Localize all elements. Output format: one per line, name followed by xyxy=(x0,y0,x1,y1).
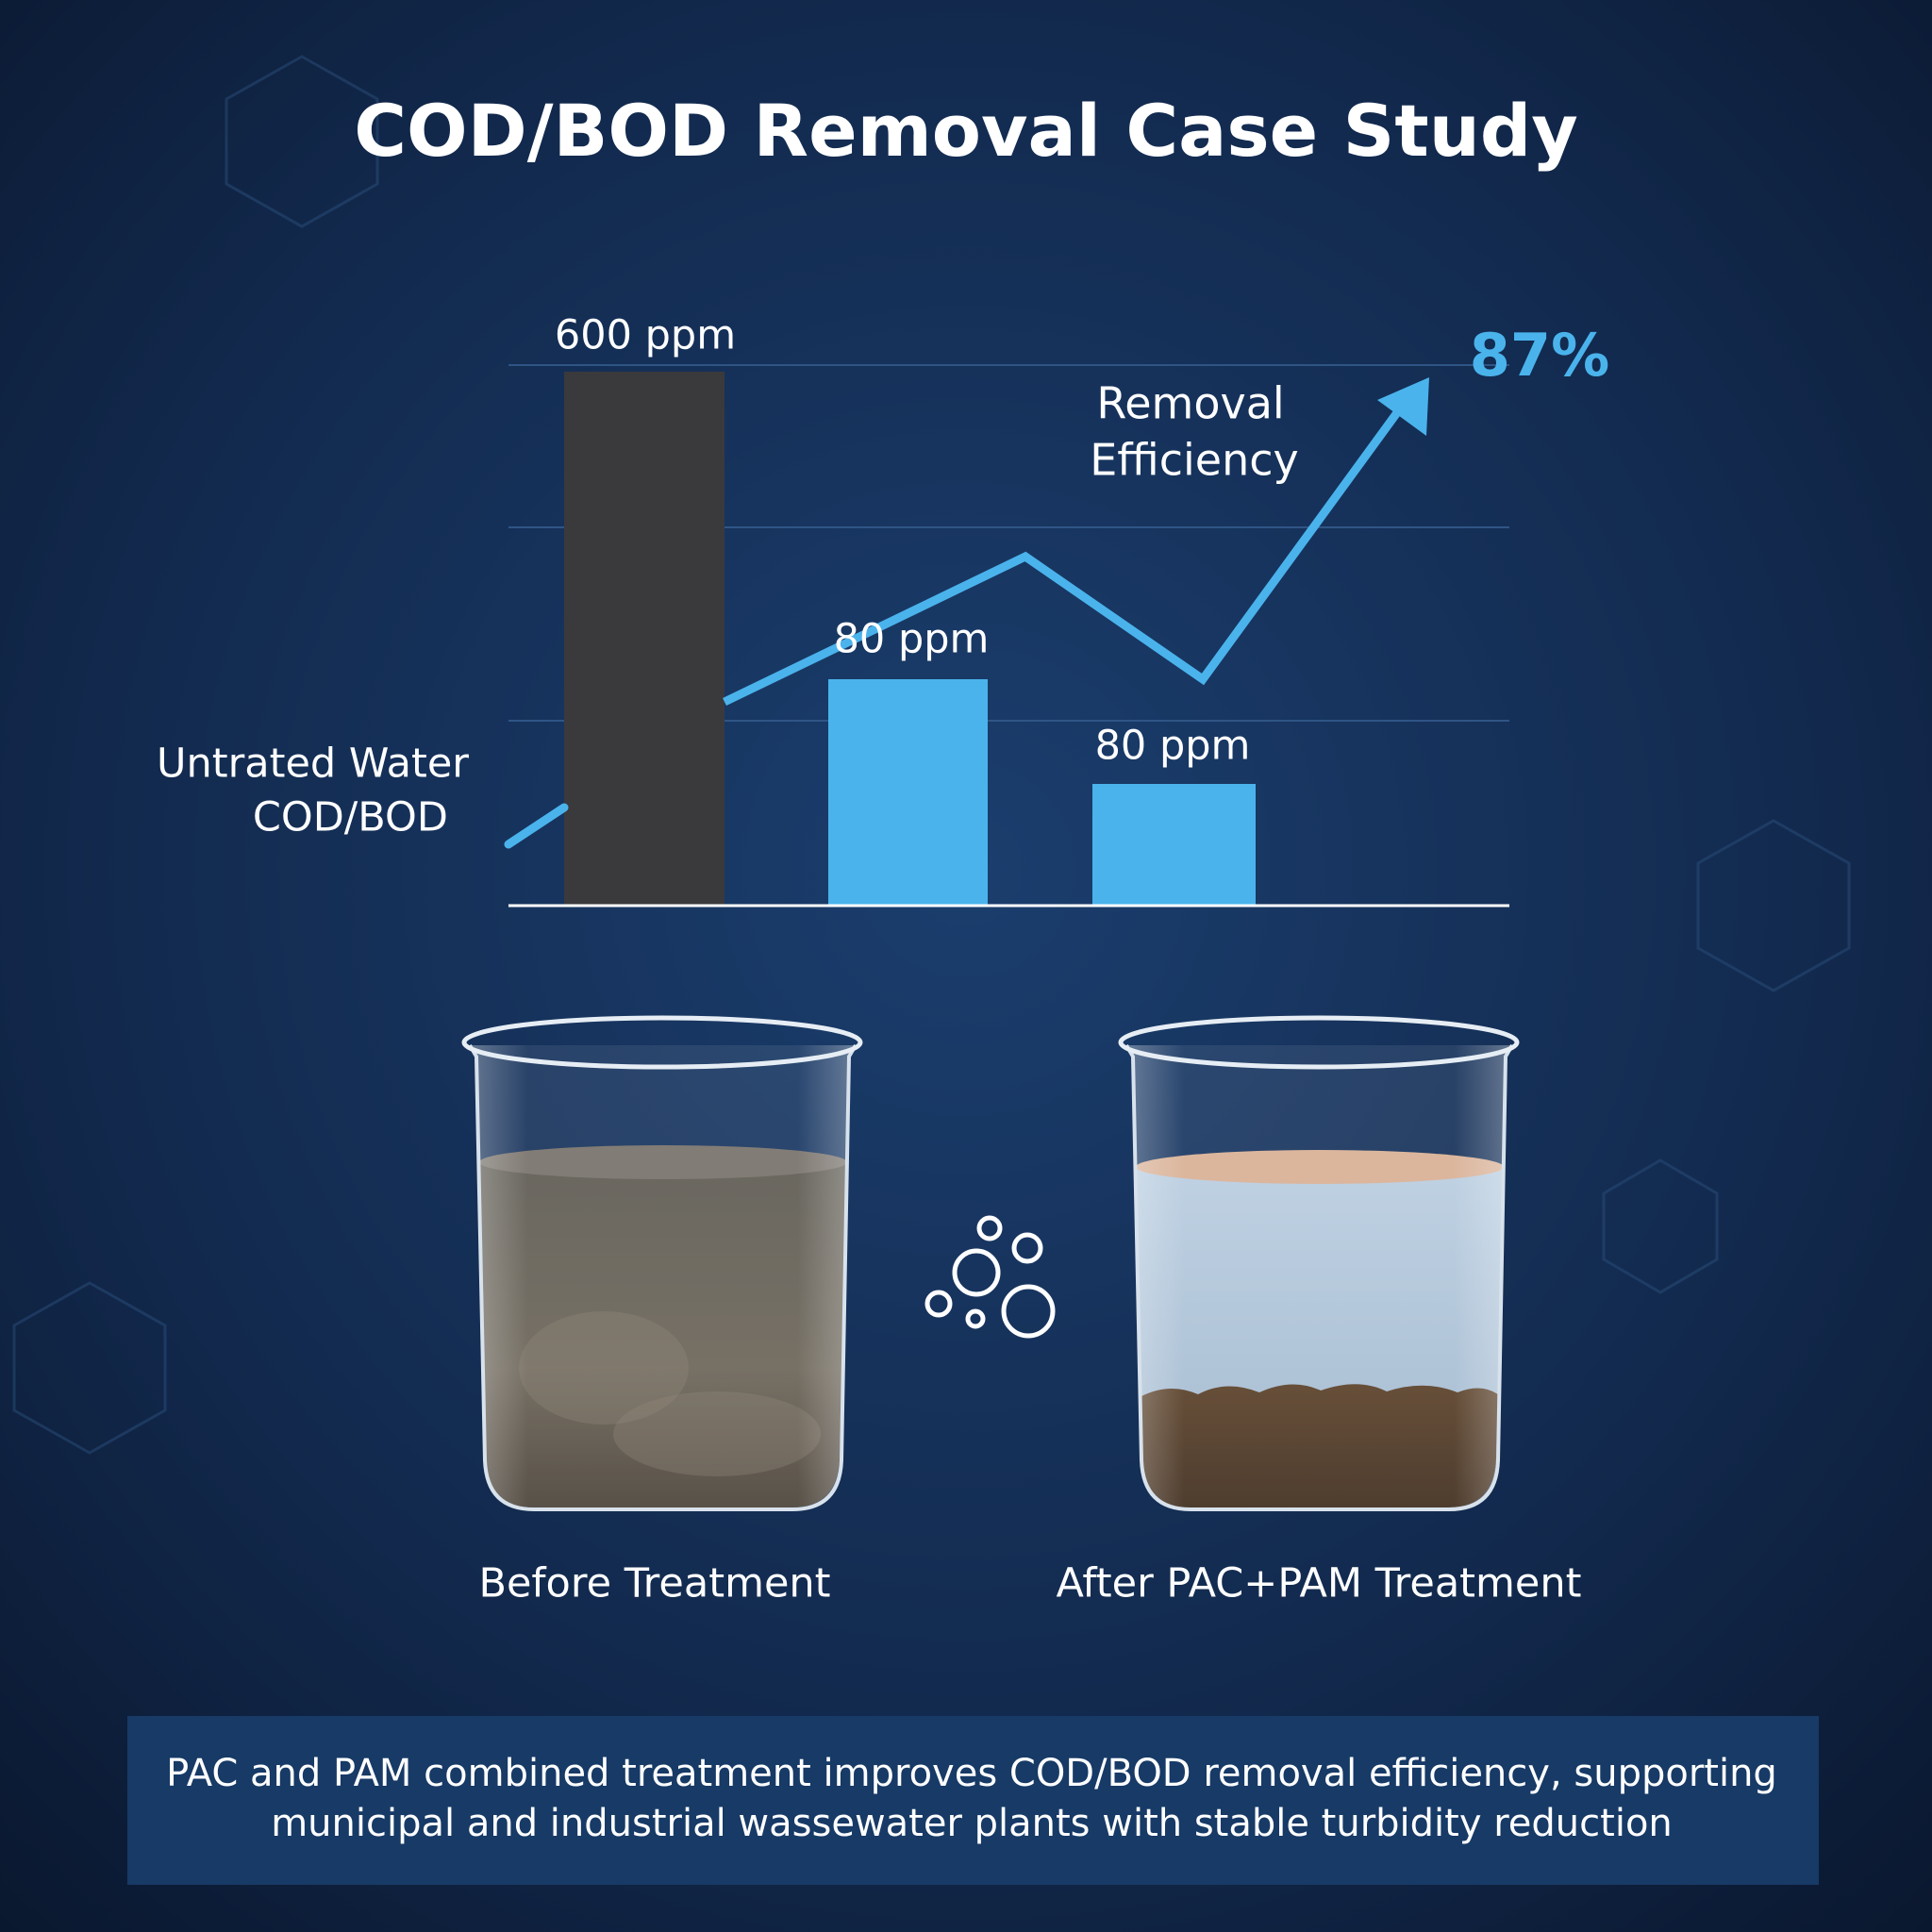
bar-label: 80 ppm xyxy=(1095,723,1251,770)
efficiency-label: Efficiency xyxy=(1090,435,1299,486)
rim xyxy=(461,1015,863,1070)
decoration xyxy=(12,55,1851,1455)
glass xyxy=(468,1043,858,1511)
bubbles-icon xyxy=(924,1215,1056,1339)
trend-line xyxy=(504,803,569,849)
baseline-label: Untrated Water xyxy=(157,741,469,788)
bar-label: 600 ppm xyxy=(555,312,736,359)
glass xyxy=(1124,1043,1514,1511)
beaker-before xyxy=(461,1015,863,1511)
footer-panel xyxy=(127,1716,1819,1885)
rim xyxy=(1118,1015,1520,1070)
bar xyxy=(828,679,988,906)
arrow-head xyxy=(1377,377,1429,436)
baseline-label: COD/BOD xyxy=(253,794,448,841)
trend-line xyxy=(723,398,1409,707)
beaker-after xyxy=(1118,1015,1520,1511)
bar xyxy=(564,372,724,906)
footer-text: municipal and industrial wassewater plan… xyxy=(271,1802,1673,1845)
efficiency-value: 87% xyxy=(1470,321,1609,390)
bar-label: 80 ppm xyxy=(834,616,990,663)
bar xyxy=(1092,784,1256,906)
beaker-label: After PAC+PAM Treatment xyxy=(1057,1560,1582,1607)
beaker-label: Before Treatment xyxy=(478,1560,830,1607)
efficiency-label: Removal xyxy=(1096,378,1284,429)
footer-text: PAC and PAM combined treatment improves … xyxy=(166,1752,1777,1795)
title: COD/BOD Removal Case Study xyxy=(354,89,1578,173)
